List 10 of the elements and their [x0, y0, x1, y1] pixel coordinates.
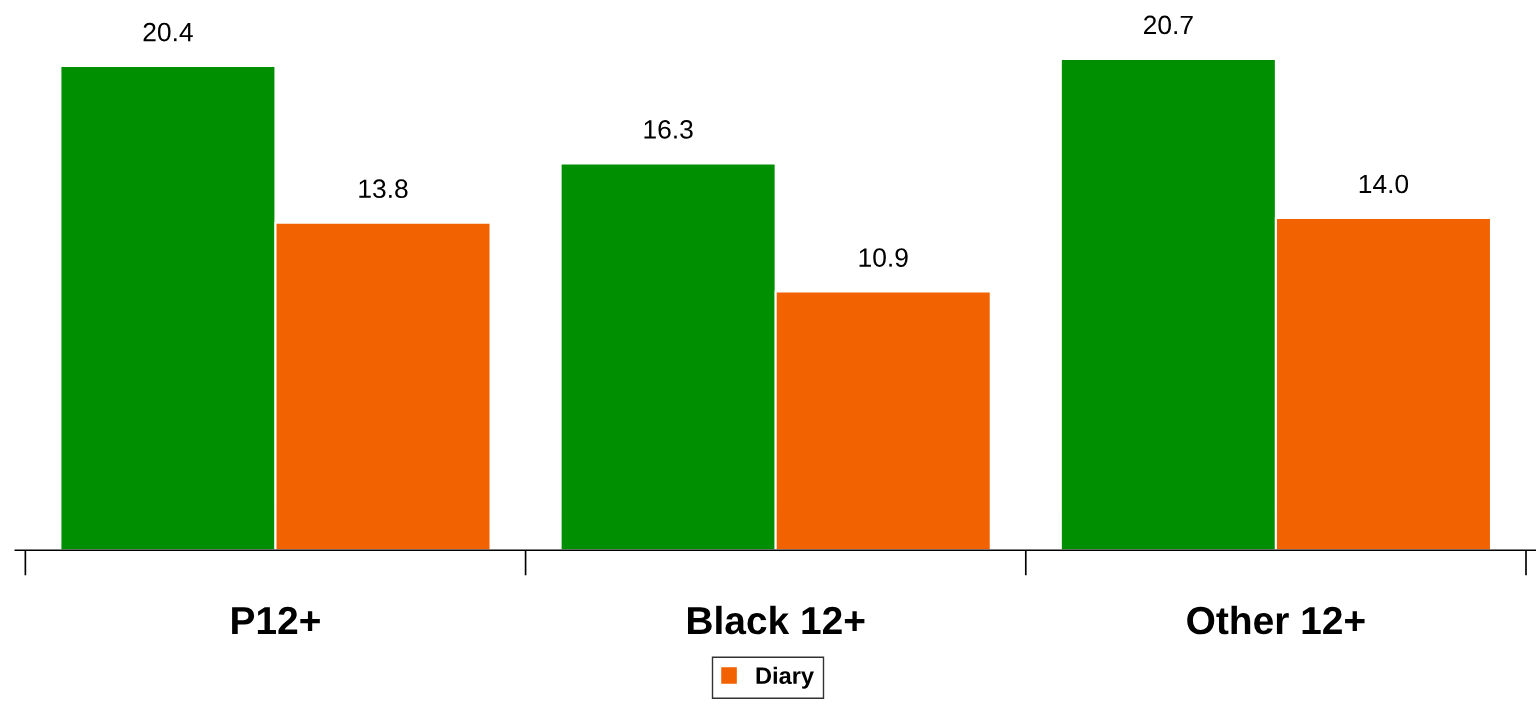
- legend-label: Diary: [756, 666, 814, 689]
- x-tick-label: P12+: [232, 606, 320, 634]
- data-label: 14.0: [1359, 174, 1409, 194]
- data-label: 13.8: [359, 179, 408, 199]
- data-label: 20.7: [1144, 15, 1193, 35]
- data-label: 16.3: [644, 120, 693, 139]
- x-tick-label: Black 12+: [688, 605, 865, 635]
- x-tick-label: Other 12+: [1187, 605, 1365, 635]
- data-label: 20.4: [143, 22, 193, 42]
- data-label: 10.9: [859, 248, 908, 267]
